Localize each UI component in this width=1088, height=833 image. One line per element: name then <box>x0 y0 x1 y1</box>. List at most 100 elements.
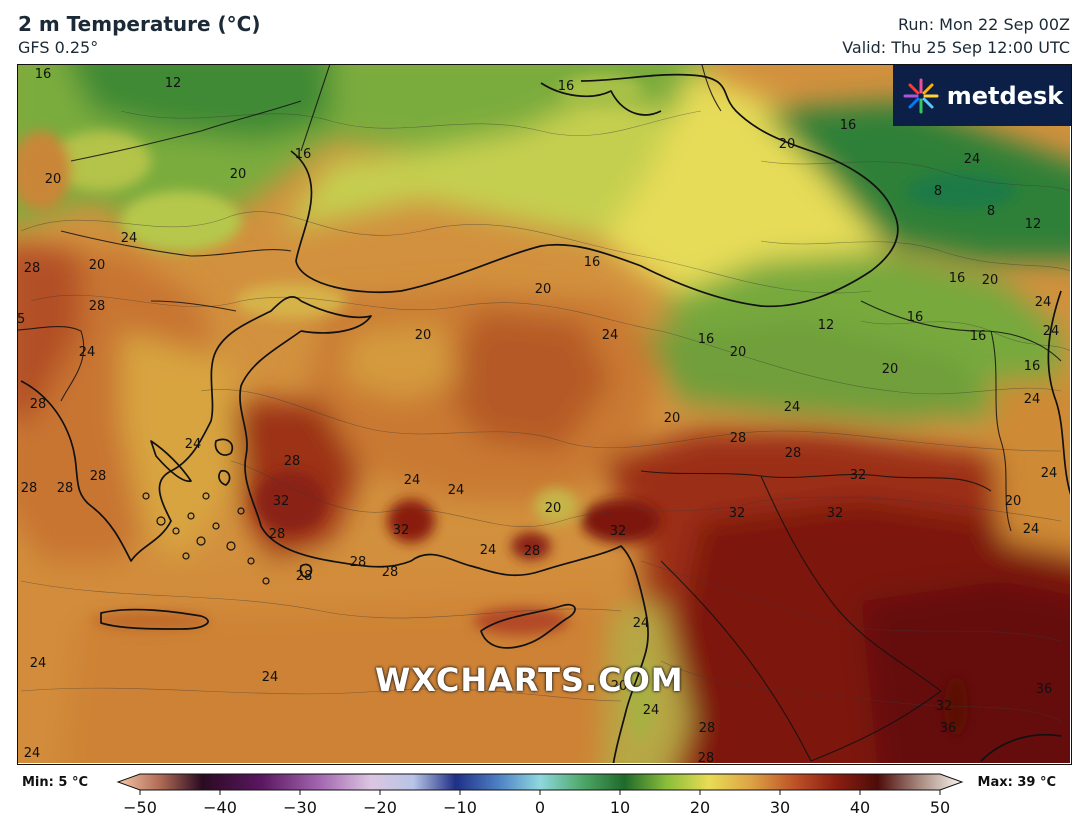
contour-label-16: 16 <box>558 79 575 94</box>
colorbar-tick-label: 20 <box>689 798 711 817</box>
temperature-map[interactable]: 16 12 16 16 20 16 24 20 20 8 8 12 24 20 16 28 16 20 20 28 24… <box>17 64 1072 765</box>
zone-central-warm <box>441 311 611 451</box>
contour-label-28: 28 <box>90 469 107 484</box>
contour-label-16: 16 <box>295 147 312 162</box>
zone-central-yellow <box>341 321 461 401</box>
zone-albania-hot <box>18 243 81 421</box>
contour-label-16: 16 <box>1024 359 1041 374</box>
metdesk-logo[interactable]: metdesk <box>893 65 1071 126</box>
wxcharts-watermark: WXCHARTS.COM <box>375 661 684 699</box>
contour-label-25: 25 <box>18 312 25 327</box>
colorbar-tick-label: 40 <box>849 798 871 817</box>
contour-label-20: 20 <box>230 167 247 182</box>
zone-sea-south <box>63 601 621 763</box>
contour-label-20: 20 <box>89 258 106 273</box>
contour-label-36: 36 <box>940 721 957 736</box>
map-canvas: 16 12 16 16 20 16 24 20 20 8 8 12 24 20 16 28 16 20 20 28 24… <box>18 65 1070 763</box>
colorbar-gradient <box>116 773 964 795</box>
contour-label-28: 28 <box>269 527 286 542</box>
colorbar-tick-label: −30 <box>283 798 317 817</box>
euboea <box>150 440 192 482</box>
isotherm-lines <box>20 110 1070 722</box>
contour-label-8: 8 <box>987 204 995 219</box>
contour-label-20: 20 <box>415 328 432 343</box>
contour-label-28: 28 <box>785 446 802 461</box>
contour-label-24: 24 <box>1035 295 1052 310</box>
temperature-detail <box>18 75 1016 741</box>
contour-label-32: 32 <box>393 523 410 538</box>
contour-label-24: 24 <box>643 703 660 718</box>
colorbar-tick-label: 30 <box>769 798 791 817</box>
colorbar-tick-label: 0 <box>534 798 546 817</box>
detail-mersin <box>511 532 551 560</box>
marmara-coast <box>300 300 372 334</box>
contour-labels: 16 12 16 16 20 16 24 20 20 8 8 12 24 20 16 28 16 20 20 28 24… <box>18 67 1059 763</box>
metdesk-wordmark: metdesk <box>946 81 1064 110</box>
contour-label-28: 28 <box>350 555 367 570</box>
contour-label-16: 16 <box>840 118 857 133</box>
contour-label-20: 20 <box>535 282 552 297</box>
contour-label-32: 32 <box>273 494 290 509</box>
contour-label-24: 24 <box>1041 466 1058 481</box>
contour-label-16: 16 <box>949 271 966 286</box>
map-title: 2 m Temperature (°C) <box>18 12 261 36</box>
contour-label-20: 20 <box>611 679 628 694</box>
contour-label-20: 20 <box>730 345 747 360</box>
borders <box>18 65 1062 762</box>
contour-label-24: 24 <box>1043 324 1060 339</box>
rhodes <box>299 563 313 578</box>
crete <box>100 608 209 630</box>
contour-label-24: 24 <box>404 473 421 488</box>
contour-label-28: 28 <box>730 431 747 446</box>
aegean-coast-turkey <box>239 330 642 592</box>
contour-label-28: 28 <box>21 481 38 496</box>
colorbar-min-label: Min: 5 °C <box>22 775 88 790</box>
detail-crete <box>91 611 211 631</box>
detail-hungary <box>51 131 151 191</box>
contour-label-24: 24 <box>1023 522 1040 537</box>
lesbos <box>214 438 234 456</box>
contour-label-20: 20 <box>664 411 681 426</box>
contour-label-28: 28 <box>699 721 716 736</box>
contour-label-24: 24 <box>24 746 41 761</box>
contour-label-16: 16 <box>698 332 715 347</box>
metdesk-star-icon <box>903 78 939 113</box>
contour-label-32: 32 <box>610 524 627 539</box>
black-sea-coast <box>290 73 899 308</box>
detail-bursa <box>256 471 326 531</box>
contour-label-28: 28 <box>284 454 301 469</box>
contour-label-28: 28 <box>382 565 399 580</box>
contour-label-24: 24 <box>633 616 650 631</box>
contour-label-12: 12 <box>818 318 835 333</box>
colorbar-tick-label: −10 <box>443 798 477 817</box>
contour-label-20: 20 <box>982 273 999 288</box>
contour-label-24: 24 <box>602 328 619 343</box>
contour-label-20: 20 <box>545 501 562 516</box>
contour-label-8: 8 <box>934 184 942 199</box>
detail-istanbul <box>236 283 346 319</box>
coastlines <box>20 73 1070 763</box>
detail-bulgaria <box>121 191 241 251</box>
colorbar-tick-label: −50 <box>123 798 157 817</box>
greece-coast <box>20 296 302 562</box>
crimea <box>540 82 662 116</box>
contour-label-28: 28 <box>296 569 313 584</box>
aegean-islands <box>142 492 270 585</box>
contour-label-12: 12 <box>165 76 182 91</box>
contour-label-16: 16 <box>907 310 924 325</box>
zone-iraq-hot <box>861 581 1070 763</box>
contour-label-28: 28 <box>89 299 106 314</box>
contour-label-24: 24 <box>185 437 202 452</box>
colorbar-tick-label: 50 <box>929 798 951 817</box>
contour-label-24: 24 <box>262 670 279 685</box>
contour-label-20: 20 <box>779 137 796 152</box>
detail-serbia <box>18 131 71 211</box>
persian-gulf <box>980 733 1062 762</box>
contour-label-28: 28 <box>30 397 47 412</box>
contour-label-24: 24 <box>121 231 138 246</box>
colorbar: Min: 5 °C Max: 39 °C −50 −40 −30 −20 −10 0 10 2… <box>0 770 1088 833</box>
detail-adana <box>581 499 661 543</box>
contour-label-32: 32 <box>827 506 844 521</box>
zone-east-mountains <box>641 321 991 421</box>
contour-label-12: 12 <box>1025 217 1042 232</box>
